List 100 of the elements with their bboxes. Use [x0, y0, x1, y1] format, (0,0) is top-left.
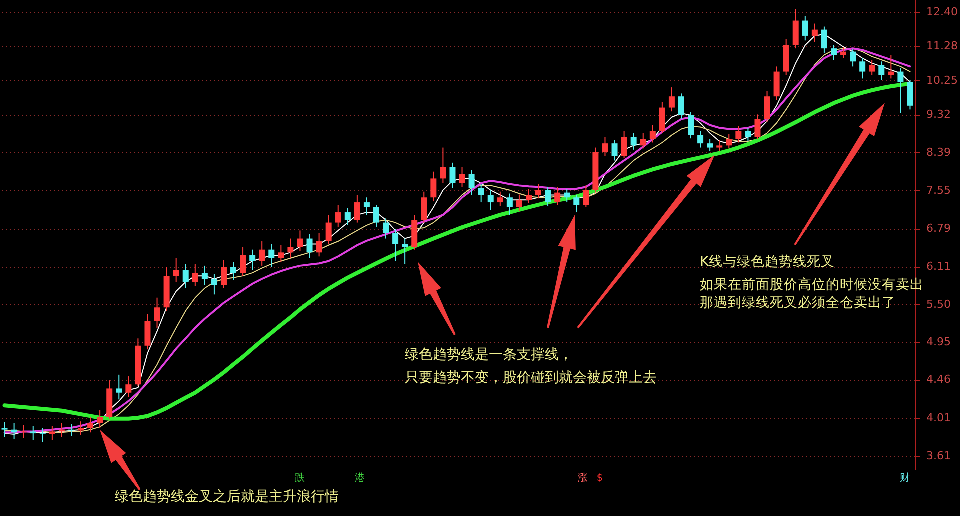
y-tick-label: 9.32	[926, 108, 951, 122]
candlestick	[564, 188, 570, 204]
candlestick	[574, 194, 580, 214]
candlestick	[402, 238, 408, 265]
candlestick	[126, 376, 132, 398]
y-tick-label: 11.28	[926, 40, 958, 53]
candlestick	[211, 274, 218, 296]
candlestick	[736, 126, 742, 144]
candlestick	[259, 241, 266, 266]
candlestick	[278, 244, 284, 263]
candlestick	[898, 68, 904, 114]
candlestick	[40, 427, 46, 443]
candlestick	[459, 166, 466, 188]
candlestick	[612, 140, 618, 162]
candlestick	[860, 58, 866, 80]
candlestick	[440, 147, 446, 184]
annotation: 那遇到绿线死叉必须全仓卖出了	[700, 295, 896, 311]
candlestick	[754, 114, 761, 140]
candlestick	[821, 26, 828, 54]
candlestick	[88, 416, 94, 434]
candlestick	[650, 124, 656, 144]
text: 跌	[295, 472, 305, 484]
text: 港	[355, 472, 365, 484]
candlestick	[430, 171, 437, 202]
candlestick	[230, 262, 237, 281]
y-tick-label: 4.46	[926, 373, 951, 386]
candlestick	[707, 138, 714, 152]
candlestick	[506, 193, 513, 216]
candlestick	[288, 238, 294, 259]
candlestick	[250, 249, 256, 271]
y-tick-label: 6.11	[926, 260, 951, 274]
candlestick	[497, 191, 504, 207]
candlestick	[344, 208, 351, 226]
text: 涨	[578, 472, 588, 484]
candlestick	[678, 93, 684, 120]
text: 绿色趋势线金叉之后就是主升浪行情	[115, 489, 339, 505]
candlestick	[297, 230, 304, 252]
candlestick	[554, 186, 561, 206]
candlestick	[526, 188, 532, 204]
candlestick	[450, 162, 456, 189]
annotation: 绿色趋势线是一条支撑线，	[405, 347, 573, 363]
candlestick	[488, 190, 494, 210]
candlestick	[20, 424, 27, 439]
candlestick	[640, 132, 646, 150]
annotation: K线与绿色趋势线死叉	[700, 254, 835, 270]
candlestick	[97, 410, 104, 428]
candlestick	[421, 191, 428, 224]
candlestick	[630, 132, 637, 150]
candlestick	[49, 426, 56, 441]
candlestick	[545, 186, 552, 207]
candlestick	[536, 184, 542, 200]
candlestick	[68, 424, 74, 437]
candlestick	[354, 194, 360, 224]
candlestick	[698, 130, 704, 148]
candlestick	[173, 258, 180, 283]
candlestick	[30, 426, 36, 441]
candlestick	[668, 87, 675, 112]
candlestick	[726, 134, 732, 150]
candlestick	[716, 140, 723, 152]
candlestick	[802, 16, 808, 42]
candlestick	[240, 246, 246, 277]
y-tick-label: 6.79	[926, 222, 951, 236]
candlestick	[373, 204, 380, 228]
candlestick	[878, 61, 885, 81]
y-tick-label: 10.25	[926, 74, 958, 87]
candlestick	[478, 184, 484, 204]
candlestick	[220, 260, 227, 289]
annotation: 只要趋势不变，股价碰到就会被反弹上去	[405, 370, 657, 386]
candlestick	[659, 102, 666, 134]
candlestick	[907, 80, 914, 110]
candlestick	[764, 90, 770, 123]
candlestick	[202, 265, 208, 286]
candlestick	[306, 234, 313, 259]
candlestick	[182, 264, 189, 289]
candlestick	[316, 232, 322, 258]
y-tick-label: 12.40	[926, 5, 958, 18]
candlestick	[11, 422, 18, 440]
y-tick-label: 7.55	[926, 184, 951, 197]
candlestick	[364, 197, 370, 216]
candlestick	[602, 136, 608, 157]
candlestick	[745, 128, 752, 142]
candlestick	[468, 170, 475, 196]
text: 财	[900, 472, 910, 484]
candlestick	[192, 264, 198, 287]
y-tick-label: 5.50	[926, 298, 951, 311]
y-tick-label: 3.61	[926, 449, 951, 462]
y-tick-label: 4.95	[926, 336, 951, 349]
candlestick	[383, 218, 390, 240]
candlestick	[154, 297, 160, 328]
candlestick	[869, 60, 876, 76]
candlestick	[850, 48, 856, 68]
candlestick	[78, 421, 84, 436]
candlestick	[583, 185, 590, 208]
candlestick	[392, 228, 399, 262]
candlestick	[688, 112, 694, 140]
candlestick	[335, 204, 342, 228]
text: $	[596, 473, 604, 484]
candlestick	[812, 23, 818, 43]
candlestick	[621, 130, 628, 160]
candlestick	[2, 422, 8, 438]
